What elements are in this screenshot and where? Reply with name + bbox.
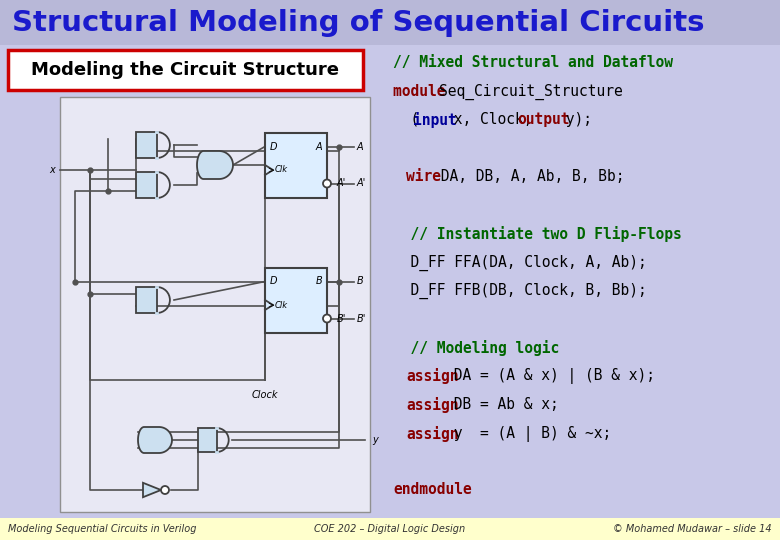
Text: D: D xyxy=(270,276,278,287)
Text: Seq_Circuit_Structure: Seq_Circuit_Structure xyxy=(439,84,622,100)
Bar xyxy=(8,50,363,90)
Text: Structural Modeling of Sequential Circuits: Structural Modeling of Sequential Circui… xyxy=(12,9,704,37)
Text: DB = Ab & x;: DB = Ab & x; xyxy=(445,397,559,412)
Circle shape xyxy=(323,314,331,322)
Text: x: x xyxy=(49,165,55,175)
Bar xyxy=(136,172,157,198)
Text: y: y xyxy=(372,435,378,445)
Text: (: ( xyxy=(393,112,420,127)
Text: D_FF FFB(DB, Clock, B, Bb);: D_FF FFB(DB, Clock, B, Bb); xyxy=(393,283,647,299)
Text: output: output xyxy=(517,112,570,127)
Bar xyxy=(60,97,370,512)
Text: Clk: Clk xyxy=(275,300,288,309)
Polygon shape xyxy=(138,427,172,453)
Text: A': A' xyxy=(357,179,367,188)
Text: A: A xyxy=(357,141,363,152)
Text: B': B' xyxy=(357,314,367,323)
Text: B: B xyxy=(315,276,322,287)
Text: wire: wire xyxy=(406,169,441,184)
Polygon shape xyxy=(143,483,161,497)
Text: DA, DB, A, Ab, B, Bb;: DA, DB, A, Ab, B, Bb; xyxy=(432,169,625,184)
Text: endmodule: endmodule xyxy=(393,483,472,497)
Bar xyxy=(136,132,157,158)
Text: // Mixed Structural and Dataflow: // Mixed Structural and Dataflow xyxy=(393,55,673,70)
Text: // Modeling logic: // Modeling logic xyxy=(393,340,559,356)
Text: © Mohamed Mudawar – slide 14: © Mohamed Mudawar – slide 14 xyxy=(613,524,772,534)
Bar xyxy=(265,132,327,198)
Bar xyxy=(0,0,780,45)
Text: Clk: Clk xyxy=(275,165,288,174)
Text: y);: y); xyxy=(557,112,592,127)
Text: y  = (A | B) & ~x;: y = (A | B) & ~x; xyxy=(445,426,612,442)
Text: assign: assign xyxy=(406,426,459,442)
Text: >: > xyxy=(267,165,274,174)
Text: input: input xyxy=(413,112,456,128)
Bar xyxy=(0,518,780,540)
Text: Modeling Sequential Circuits in Verilog: Modeling Sequential Circuits in Verilog xyxy=(8,524,197,534)
Text: assign: assign xyxy=(406,368,459,384)
Polygon shape xyxy=(197,151,233,179)
Circle shape xyxy=(161,486,169,494)
Text: DA = (A & x) | (B & x);: DA = (A & x) | (B & x); xyxy=(445,368,655,384)
Text: >: > xyxy=(267,300,274,309)
Text: B: B xyxy=(357,276,363,287)
Text: module: module xyxy=(393,84,454,98)
Text: D: D xyxy=(270,141,278,152)
Text: B': B' xyxy=(337,314,346,323)
Text: A: A xyxy=(315,141,322,152)
Text: D_FF FFA(DA, Clock, A, Ab);: D_FF FFA(DA, Clock, A, Ab); xyxy=(393,254,647,271)
Text: Clock: Clock xyxy=(252,390,278,400)
Text: COE 202 – Digital Logic Design: COE 202 – Digital Logic Design xyxy=(314,524,466,534)
Text: // Instantiate two D Flip-Flops: // Instantiate two D Flip-Flops xyxy=(393,226,682,242)
Bar xyxy=(198,428,217,452)
Bar xyxy=(136,287,157,313)
Text: assign: assign xyxy=(406,397,459,413)
Bar xyxy=(265,267,327,333)
Text: A': A' xyxy=(337,179,346,188)
Text: Modeling the Circuit Structure: Modeling the Circuit Structure xyxy=(31,61,339,79)
Text: x, Clock,: x, Clock, xyxy=(445,112,541,127)
Circle shape xyxy=(323,179,331,187)
